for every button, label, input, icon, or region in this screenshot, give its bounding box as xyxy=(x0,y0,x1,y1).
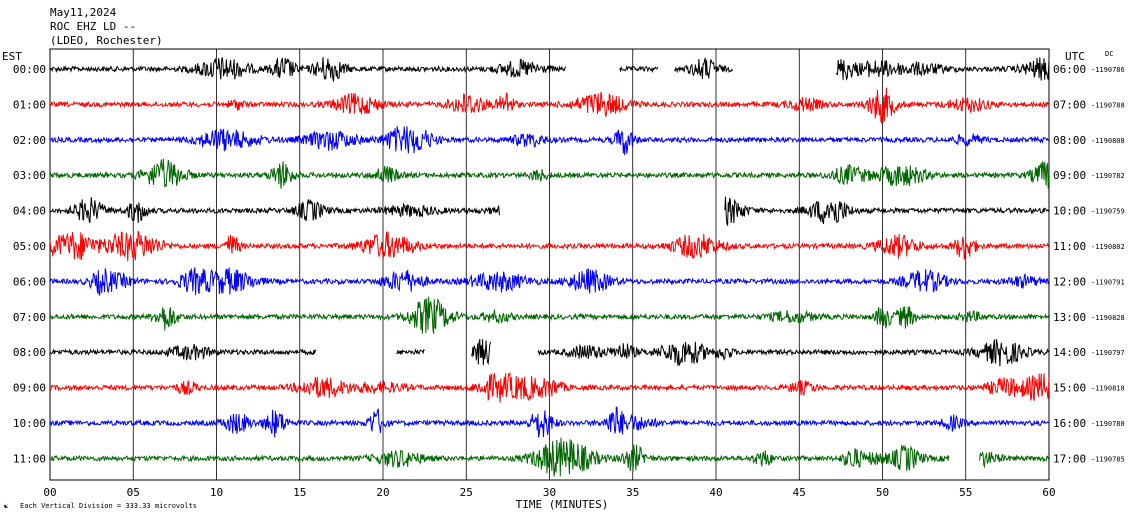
trace-0500 xyxy=(49,230,1050,262)
utc-hour-label: 14:00 xyxy=(1053,346,1086,359)
dc-offset-label: -1190759 xyxy=(1091,208,1125,216)
est-hour-label: 06:00 xyxy=(13,275,46,288)
trace-0300 xyxy=(49,158,1050,189)
dc-label: DC xyxy=(1105,50,1113,58)
scale-note: Each Vertical Division = 333.33 microvol… xyxy=(20,502,197,510)
dc-offset-label: -1190828 xyxy=(1091,314,1125,322)
trace-0100 xyxy=(49,87,1050,125)
dc-offset-label: -1190786 xyxy=(1091,66,1125,74)
dc-offset-label: -1190782 xyxy=(1091,172,1125,180)
est-hour-label: 02:00 xyxy=(13,134,46,147)
est-hour-label: 03:00 xyxy=(13,169,46,182)
x-tick-label: 45 xyxy=(793,486,806,499)
est-hour-label: 01:00 xyxy=(13,98,46,111)
header-date: May11,2024 xyxy=(50,6,117,19)
utc-hour-label: 08:00 xyxy=(1053,134,1086,147)
header-network: (LDEO, Rochester) xyxy=(50,34,163,47)
utc-hour-label: 17:00 xyxy=(1053,452,1086,465)
trace-0200 xyxy=(49,126,1049,156)
trace-0700 xyxy=(49,296,1050,334)
dc-offset-label: -1190818 xyxy=(1091,385,1125,393)
x-tick-label: 35 xyxy=(626,486,639,499)
x-tick-label: 40 xyxy=(709,486,722,499)
dc-offset-label: -1190802 xyxy=(1091,243,1125,251)
x-tick-label: 05 xyxy=(127,486,140,499)
header-station: ROC EHZ LD -- xyxy=(50,20,137,33)
est-axis-title: EST xyxy=(2,50,22,63)
plot-grid xyxy=(49,48,1050,481)
trace-0800 xyxy=(49,339,1050,367)
x-tick-label: 10 xyxy=(210,486,223,499)
dc-offset-label: -1190788 xyxy=(1091,101,1125,109)
utc-hour-label: 09:00 xyxy=(1053,169,1086,182)
est-hour-label: 00:00 xyxy=(13,63,46,76)
trace-0900 xyxy=(49,371,1050,403)
x-tick-label: 20 xyxy=(376,486,389,499)
dc-offset-label: -1190780 xyxy=(1091,420,1125,428)
trace-0600 xyxy=(49,267,1050,297)
dc-offset-label: -1190808 xyxy=(1091,137,1125,145)
dc-offset-label: -1190791 xyxy=(1091,278,1125,286)
utc-hour-label: 12:00 xyxy=(1053,275,1086,288)
x-axis-title: TIME (MINUTES) xyxy=(516,498,609,511)
trace-0400 xyxy=(49,196,1050,227)
utc-hour-label: 06:00 xyxy=(1053,63,1086,76)
x-tick-label: 50 xyxy=(876,486,889,499)
trace-0000 xyxy=(49,57,1050,82)
est-hour-label: 10:00 xyxy=(13,417,46,430)
est-hour-label: 08:00 xyxy=(13,346,46,359)
dc-offset-label: -1190785 xyxy=(1091,455,1125,463)
utc-hour-label: 15:00 xyxy=(1053,382,1086,395)
x-tick-label: 55 xyxy=(959,486,972,499)
est-hour-label: 04:00 xyxy=(13,205,46,218)
utc-hour-label: 07:00 xyxy=(1053,98,1086,111)
utc-hour-label: 13:00 xyxy=(1053,311,1086,324)
dc-offset-label: -1190797 xyxy=(1091,349,1125,357)
x-tick-label: 15 xyxy=(293,486,306,499)
est-hour-label: 11:00 xyxy=(13,452,46,465)
utc-hour-label: 11:00 xyxy=(1053,240,1086,253)
utc-hour-label: 16:00 xyxy=(1053,417,1086,430)
est-hour-label: 09:00 xyxy=(13,382,46,395)
x-tick-label: 60 xyxy=(1042,486,1055,499)
utc-axis-title: UTC xyxy=(1065,50,1085,63)
utc-hour-label: 10:00 xyxy=(1053,205,1086,218)
x-tick-label: 00 xyxy=(43,486,56,499)
trace-1000 xyxy=(49,406,1050,438)
seismic-traces xyxy=(49,57,1050,477)
est-hour-label: 05:00 xyxy=(13,240,46,253)
x-tick-label: 30 xyxy=(543,486,556,499)
x-tick-label: 25 xyxy=(460,486,473,499)
footer-icon: ☯ xyxy=(4,502,9,510)
trace-1100 xyxy=(49,437,1050,477)
est-hour-label: 07:00 xyxy=(13,311,46,324)
axis-labels: 00 05 10 15 20 25 30 35 40 45 50 55 60 00:00 06:00 -119… xyxy=(13,63,1125,499)
